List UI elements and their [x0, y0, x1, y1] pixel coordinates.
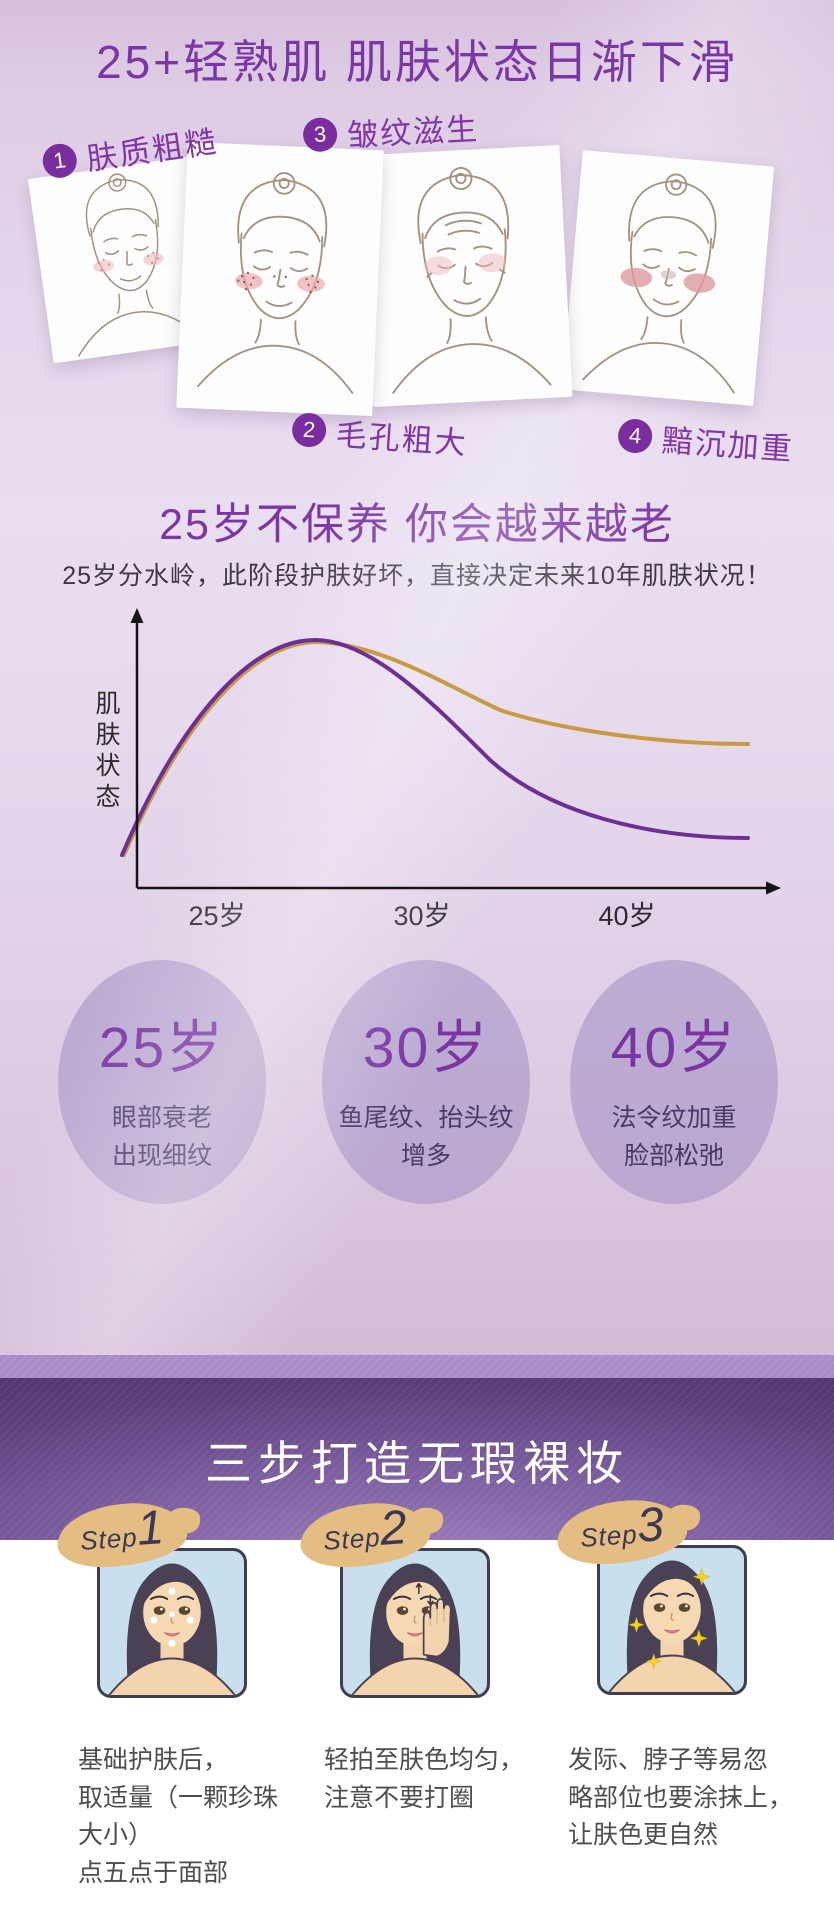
issue-badge-2: 2: [291, 411, 328, 448]
step-word: Step: [322, 1521, 382, 1556]
purple-curve: [120, 637, 750, 857]
section-title: 25岁不保养 你会越来越老: [159, 501, 675, 549]
x-tick-30: 30岁: [393, 901, 451, 931]
age-description: 眼部衰老 出现细纹: [111, 1104, 212, 1170]
step-2-face-icon: [351, 1563, 479, 1695]
face-illustration-wrinkles: [392, 166, 552, 394]
step-1-illustration: [97, 1548, 247, 1698]
issue-badge-1: 1: [40, 141, 79, 180]
age-description: 法令纹加重 脸部松弛: [611, 1104, 737, 1170]
section-subtitle: 25岁分水岭，此阶段护肤好坏，直接决定未来10年肌肤状况！: [62, 562, 772, 590]
issue-text-2: 毛孔粗大: [334, 416, 469, 462]
face-card-dullness: [561, 150, 775, 406]
issue-text-4: 黯沉加重: [660, 422, 795, 468]
face-card-rough-skin: [27, 154, 229, 364]
face-card-wrinkles: [359, 144, 573, 408]
sparkle-icons: [628, 1567, 711, 1670]
gold-curve: [122, 639, 750, 857]
step-3-illustration: [597, 1545, 747, 1695]
issue-label-2: 2 毛孔粗大: [291, 406, 470, 463]
age-stage-circle-30: 30岁 鱼尾纹、抬头纹 增多: [322, 960, 530, 1204]
age-stage-circle-40: 40岁 法令纹加重 脸部松弛: [570, 960, 778, 1204]
step-word: Step: [79, 1521, 139, 1556]
face-illustration-rough-skin: [77, 173, 203, 357]
step-2-caption: 轻拍至肤色均匀， 注意不要打圈: [324, 1746, 525, 1812]
issue-badge-3: 3: [302, 116, 338, 153]
x-axis-arrow-icon: [766, 881, 781, 895]
age-value: 25岁: [98, 1016, 226, 1080]
step-word: Step: [579, 1518, 639, 1553]
step-number: 3: [635, 1498, 666, 1554]
step-1-face-icon: [108, 1563, 236, 1695]
age-value: 40岁: [610, 1016, 738, 1080]
face-card-large-pores: [176, 141, 384, 417]
face-illustration-dullness: [582, 173, 735, 394]
y-axis-label: 肌肤状态: [92, 690, 120, 814]
step-1-caption: 基础护肤后， 取适量（一颗珍珠 大小） 点五点于面部: [78, 1746, 279, 1887]
lavender-section: 25+轻熟肌 肌肤状态日渐下滑 1 肤质粗糙 3 皱纹滋生 2 毛孔粗大 4 黯…: [0, 0, 834, 1355]
issue-text-3: 皱纹滋生: [346, 111, 480, 154]
face-illustration-large-pores: [197, 172, 354, 394]
step-number: 2: [378, 1501, 409, 1557]
step-number: 1: [135, 1501, 166, 1557]
x-tick-25: 25岁: [188, 901, 246, 931]
banner-title: 三步打造无瑕裸妆: [205, 1436, 629, 1490]
banner-top-strip: [0, 1355, 834, 1378]
step-3-caption: 发际、脖子等易忽 略部位也要涂抹上， 让肤色更自然: [568, 1746, 794, 1849]
skin-condition-chart: [120, 608, 781, 895]
y-axis-arrow-icon: [130, 608, 144, 623]
step-2-illustration: [340, 1548, 490, 1698]
step-3-face-icon: [608, 1560, 736, 1692]
age-description: 鱼尾纹、抬头纹 增多: [338, 1104, 514, 1170]
issue-badge-4: 4: [617, 417, 654, 454]
age-stage-circle-25: 25岁 眼部衰老 出现细纹: [58, 960, 266, 1204]
page-title: 25+轻熟肌 肌肤状态日渐下滑: [96, 36, 738, 88]
x-tick-40: 40岁: [598, 901, 656, 931]
issue-label-3: 3 皱纹滋生: [302, 103, 480, 157]
age-value: 30岁: [362, 1016, 490, 1080]
issue-label-4: 4 黯沉加重: [617, 412, 796, 469]
